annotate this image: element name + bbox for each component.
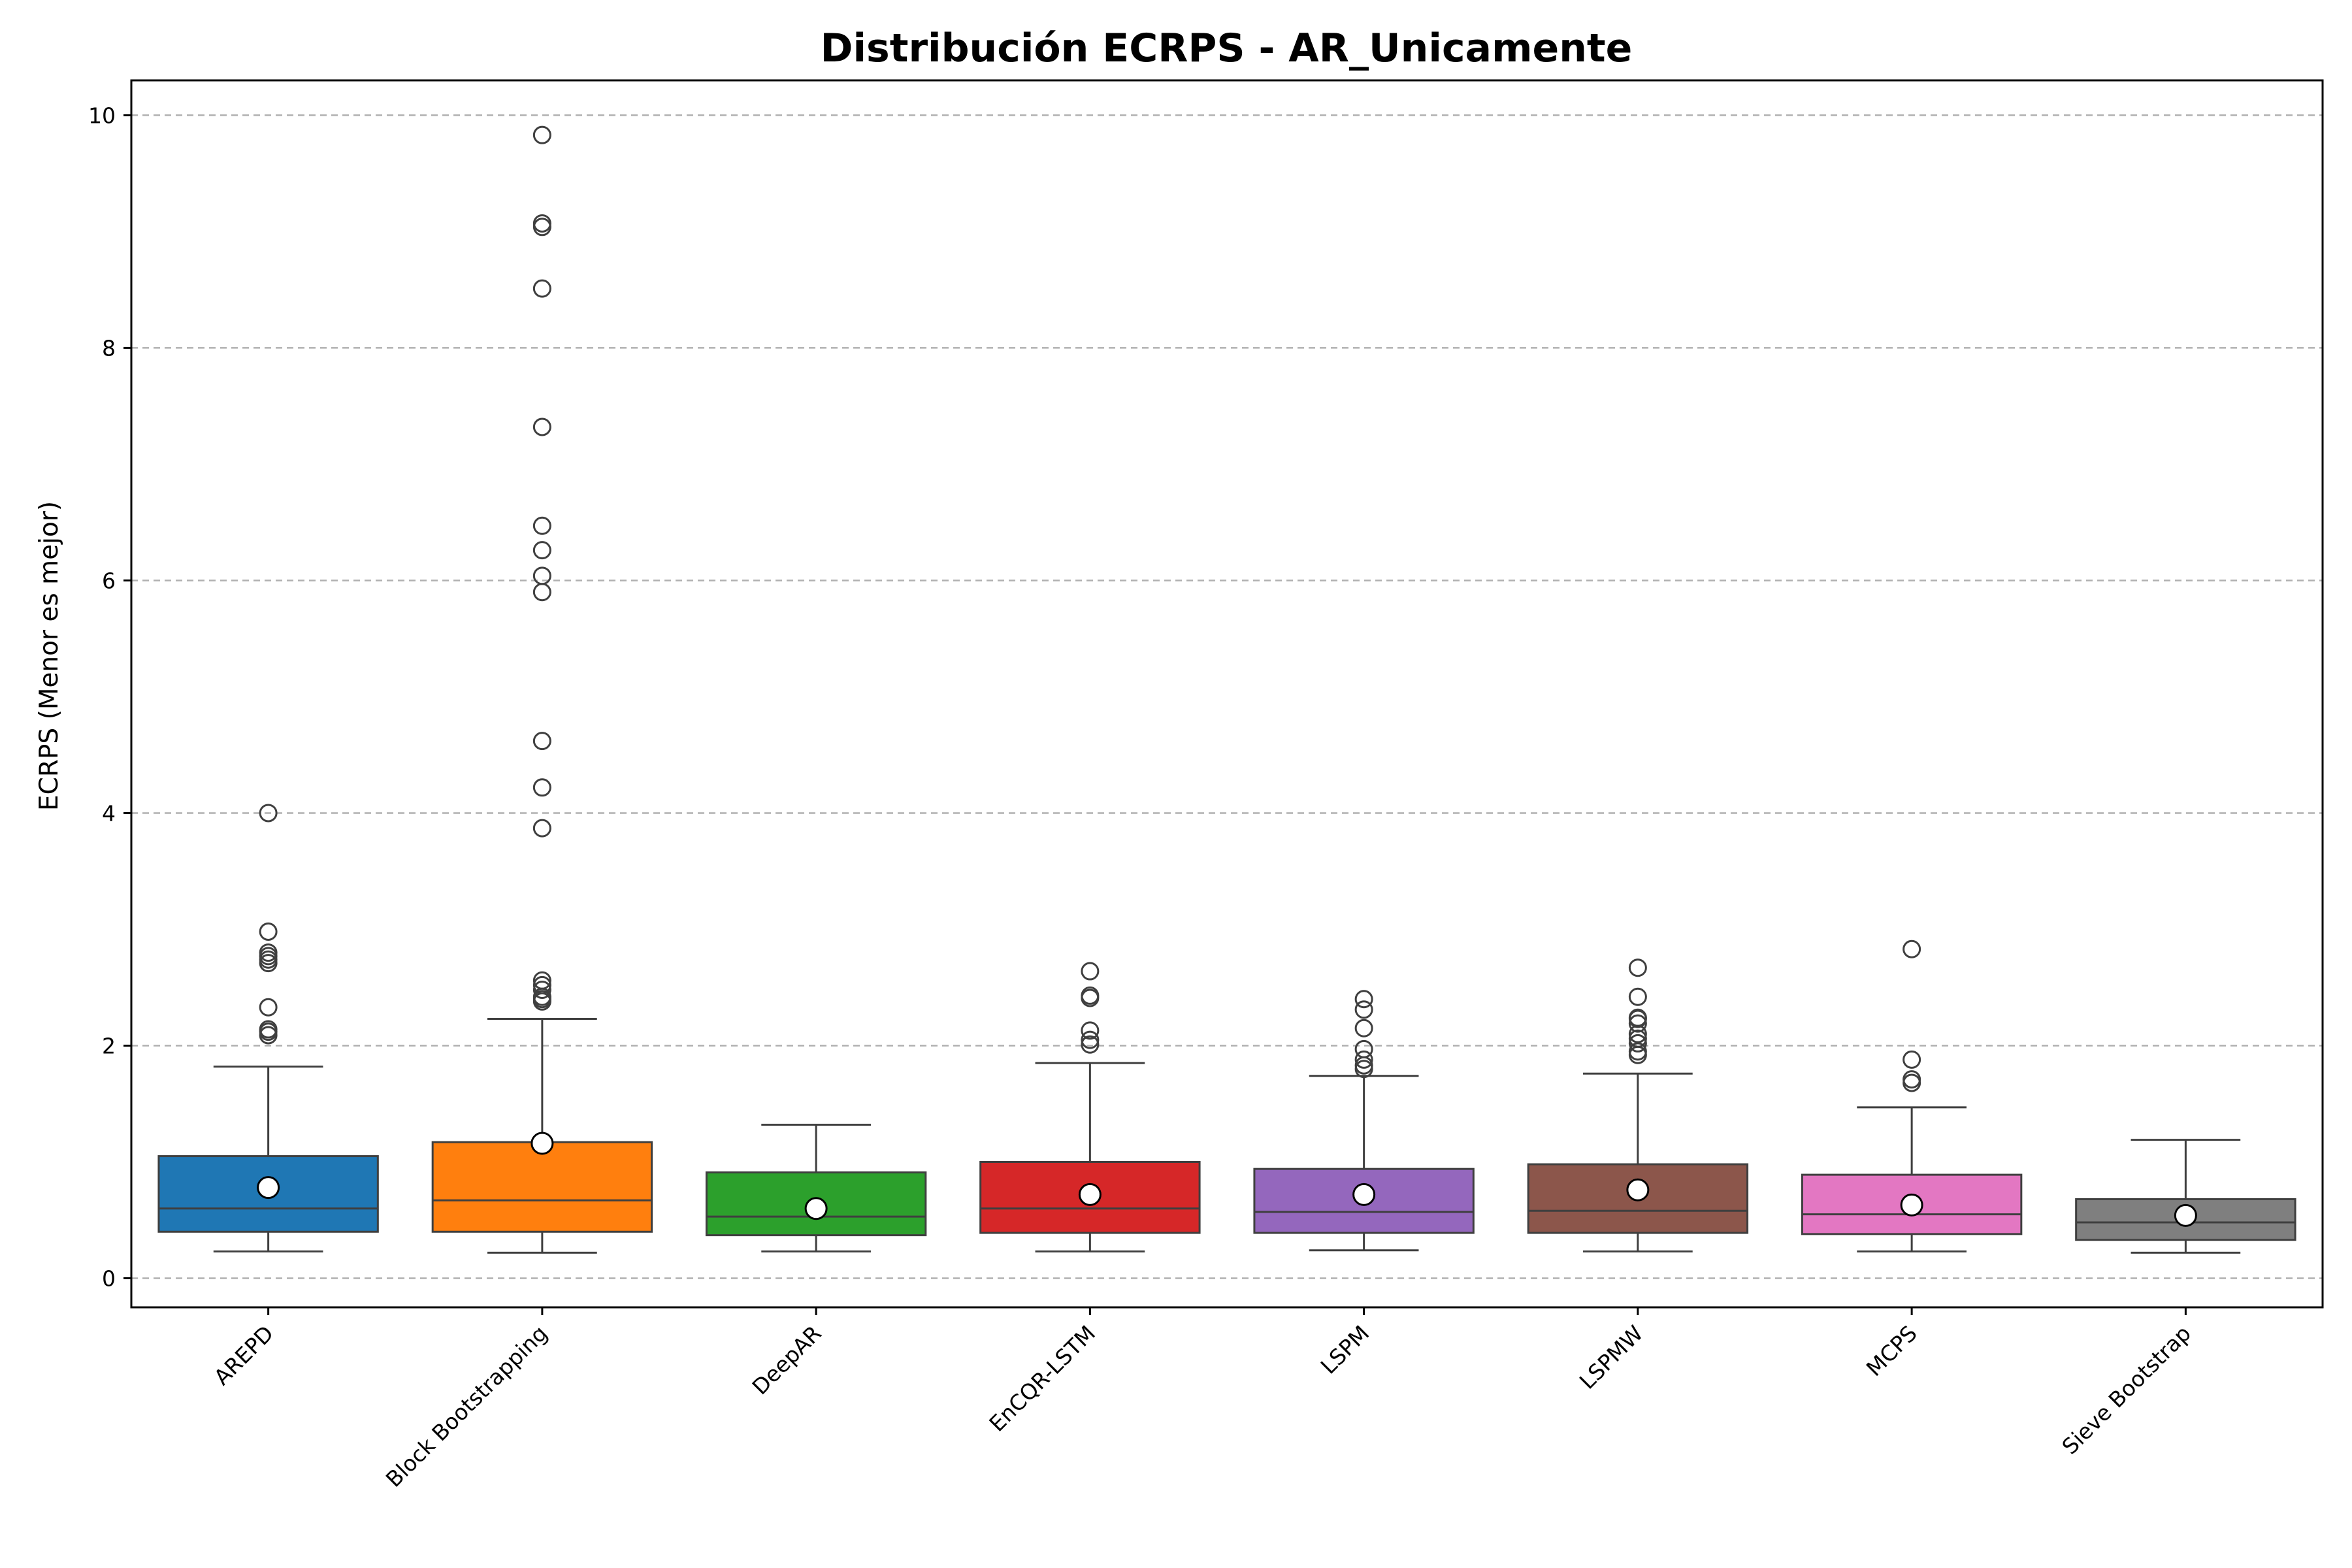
- box-group: [1801, 939, 2023, 1253]
- box-group: [1527, 958, 1749, 1253]
- outlier-point: [259, 998, 278, 1017]
- outlier-point: [1081, 1030, 1100, 1049]
- iqr-box: [157, 1155, 379, 1233]
- y-tick-label: 4: [102, 800, 116, 826]
- outlier-point: [1628, 1042, 1647, 1061]
- chart-title: Distribución ECRPS - AR_Unicamente: [821, 25, 1633, 71]
- outlier-point: [532, 583, 551, 602]
- y-tick-label: 6: [102, 568, 116, 593]
- outlier-point: [1354, 1050, 1373, 1069]
- box-group: [157, 804, 379, 1253]
- outlier-point: [532, 566, 551, 585]
- outlier-point: [532, 214, 551, 233]
- x-tick-label: MCPS: [1861, 1320, 1922, 1381]
- outlier-point: [532, 975, 551, 994]
- x-tick-label: LSPMW: [1575, 1320, 1648, 1394]
- plot-frame: [130, 79, 2324, 1309]
- outlier-point: [1081, 1021, 1100, 1040]
- outlier-point: [1354, 990, 1373, 1009]
- outlier-point: [1628, 1029, 1647, 1048]
- mean-marker: [531, 1132, 554, 1155]
- grid-lines: [131, 114, 2323, 1279]
- outlier-point: [532, 516, 551, 535]
- outlier-point: [1081, 962, 1100, 981]
- iqr-box: [1253, 1168, 1475, 1234]
- mean-marker: [1626, 1178, 1650, 1201]
- mean-marker: [1352, 1183, 1376, 1206]
- axes: 0 2 4 6 8 10 AREPD Block Bootstrapping DeepAR EnC…: [88, 79, 2324, 1492]
- outlier-point: [532, 732, 551, 751]
- outlier-point: [532, 218, 551, 237]
- outlier-point: [532, 541, 551, 560]
- outlier-point: [1628, 958, 1647, 977]
- mean-marker: [2174, 1203, 2197, 1227]
- box-group: [979, 962, 1201, 1253]
- outlier-point: [1081, 986, 1100, 1005]
- outlier-point: [532, 971, 551, 990]
- mean-marker: [1078, 1183, 1102, 1206]
- iqr-box: [431, 1141, 653, 1233]
- y-axis-label: ECRPS (Menor es mejor): [35, 501, 64, 811]
- y-tick-label: 0: [102, 1266, 116, 1291]
- y-tick-label: 2: [102, 1033, 116, 1058]
- outlier-point: [1628, 1014, 1647, 1033]
- x-tick-label: EnCQR-LSTM: [984, 1320, 1100, 1437]
- outlier-point: [259, 943, 278, 962]
- outlier-point: [532, 417, 551, 436]
- mean-marker: [257, 1176, 280, 1200]
- outlier-point: [1354, 1019, 1373, 1037]
- box-series: [157, 125, 2296, 1254]
- mean-marker: [804, 1197, 828, 1220]
- outlier-point: [532, 279, 551, 298]
- mean-marker: [1900, 1193, 1923, 1217]
- outlier-point: [532, 981, 551, 1000]
- outlier-point: [1354, 1039, 1373, 1058]
- x-tick-label: AREPD: [209, 1320, 279, 1390]
- outlier-point: [1628, 1034, 1647, 1053]
- outlier-point: [1903, 939, 1921, 958]
- outlier-point: [1354, 1060, 1373, 1079]
- outlier-point: [1628, 1008, 1647, 1027]
- outlier-point: [1903, 1050, 1921, 1069]
- outlier-point: [1628, 987, 1647, 1006]
- x-tick-label: DeepAR: [747, 1320, 826, 1399]
- y-tick-label: 8: [102, 335, 116, 361]
- box-group: [705, 1124, 927, 1253]
- box-group: [431, 125, 653, 1254]
- outlier-point: [259, 1020, 278, 1039]
- box-group: [2075, 1139, 2296, 1254]
- outlier-point: [1903, 1070, 1921, 1089]
- outlier-point: [532, 125, 551, 144]
- x-tick-label: LSPM: [1316, 1320, 1375, 1379]
- outlier-point: [532, 819, 551, 838]
- outlier-point: [1903, 1073, 1921, 1092]
- outlier-point: [1081, 1035, 1100, 1054]
- y-tick-label: 10: [88, 103, 116, 128]
- outlier-point: [259, 923, 278, 941]
- outlier-point: [1354, 1000, 1373, 1019]
- x-tick-label: Sieve Bootstrap: [2057, 1320, 2196, 1460]
- outlier-point: [259, 804, 278, 823]
- outlier-point: [532, 778, 551, 797]
- x-tick-label: Block Bootstrapping: [381, 1320, 553, 1492]
- box-group: [1253, 990, 1475, 1252]
